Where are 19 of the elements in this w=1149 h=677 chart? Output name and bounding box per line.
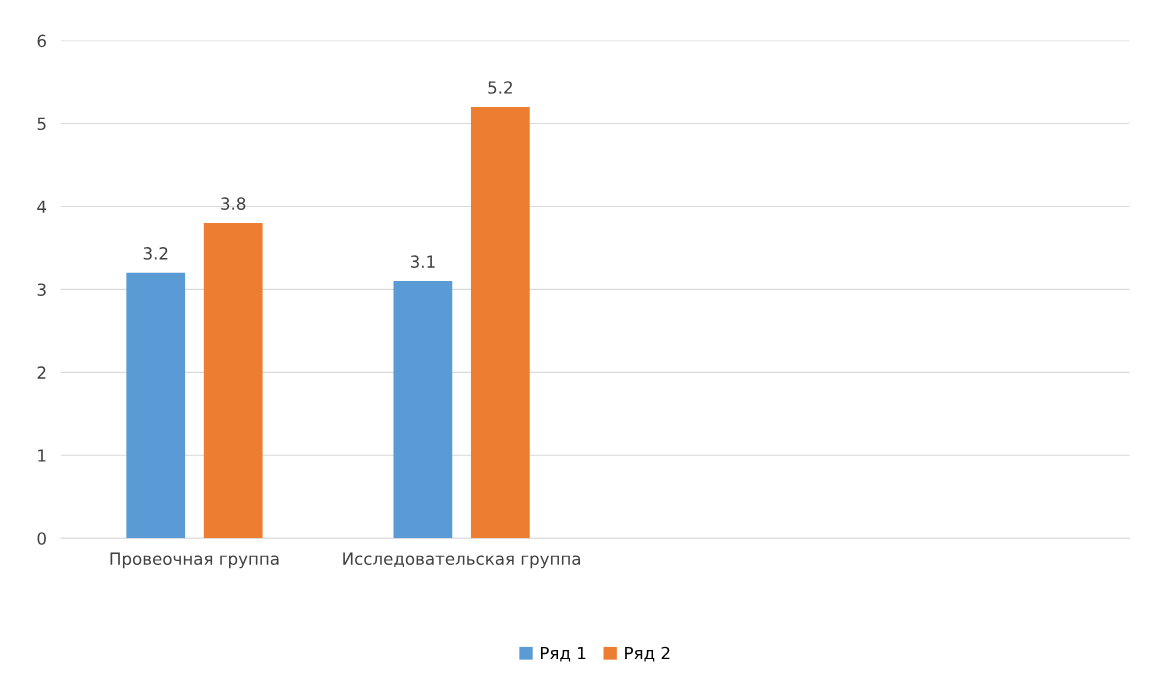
y-tick-label: 3: [37, 283, 46, 296]
data-label: 3.2: [143, 247, 168, 260]
y-tick-label: 0: [37, 532, 46, 545]
y-tick-label: 5: [37, 117, 46, 131]
data-label: 5.2: [488, 81, 512, 94]
x-tick-label: Провеочная группа: [110, 552, 279, 569]
y-tick-label: 6: [37, 34, 46, 48]
bar: [470, 106, 530, 539]
bar: [393, 281, 453, 539]
legend-label: Ряд 1: [540, 646, 586, 662]
x-tick-label: Исследовательская группа: [343, 552, 581, 569]
bar: [126, 272, 186, 539]
legend-label: Ряд 2: [625, 646, 670, 662]
data-label: 3.8: [221, 197, 246, 210]
bar: [203, 223, 263, 539]
data-label: 3.1: [410, 255, 435, 268]
y-tick-label: 1: [38, 449, 46, 462]
y-tick-label: 2: [37, 366, 46, 379]
y-tick-label: 4: [37, 200, 47, 213]
